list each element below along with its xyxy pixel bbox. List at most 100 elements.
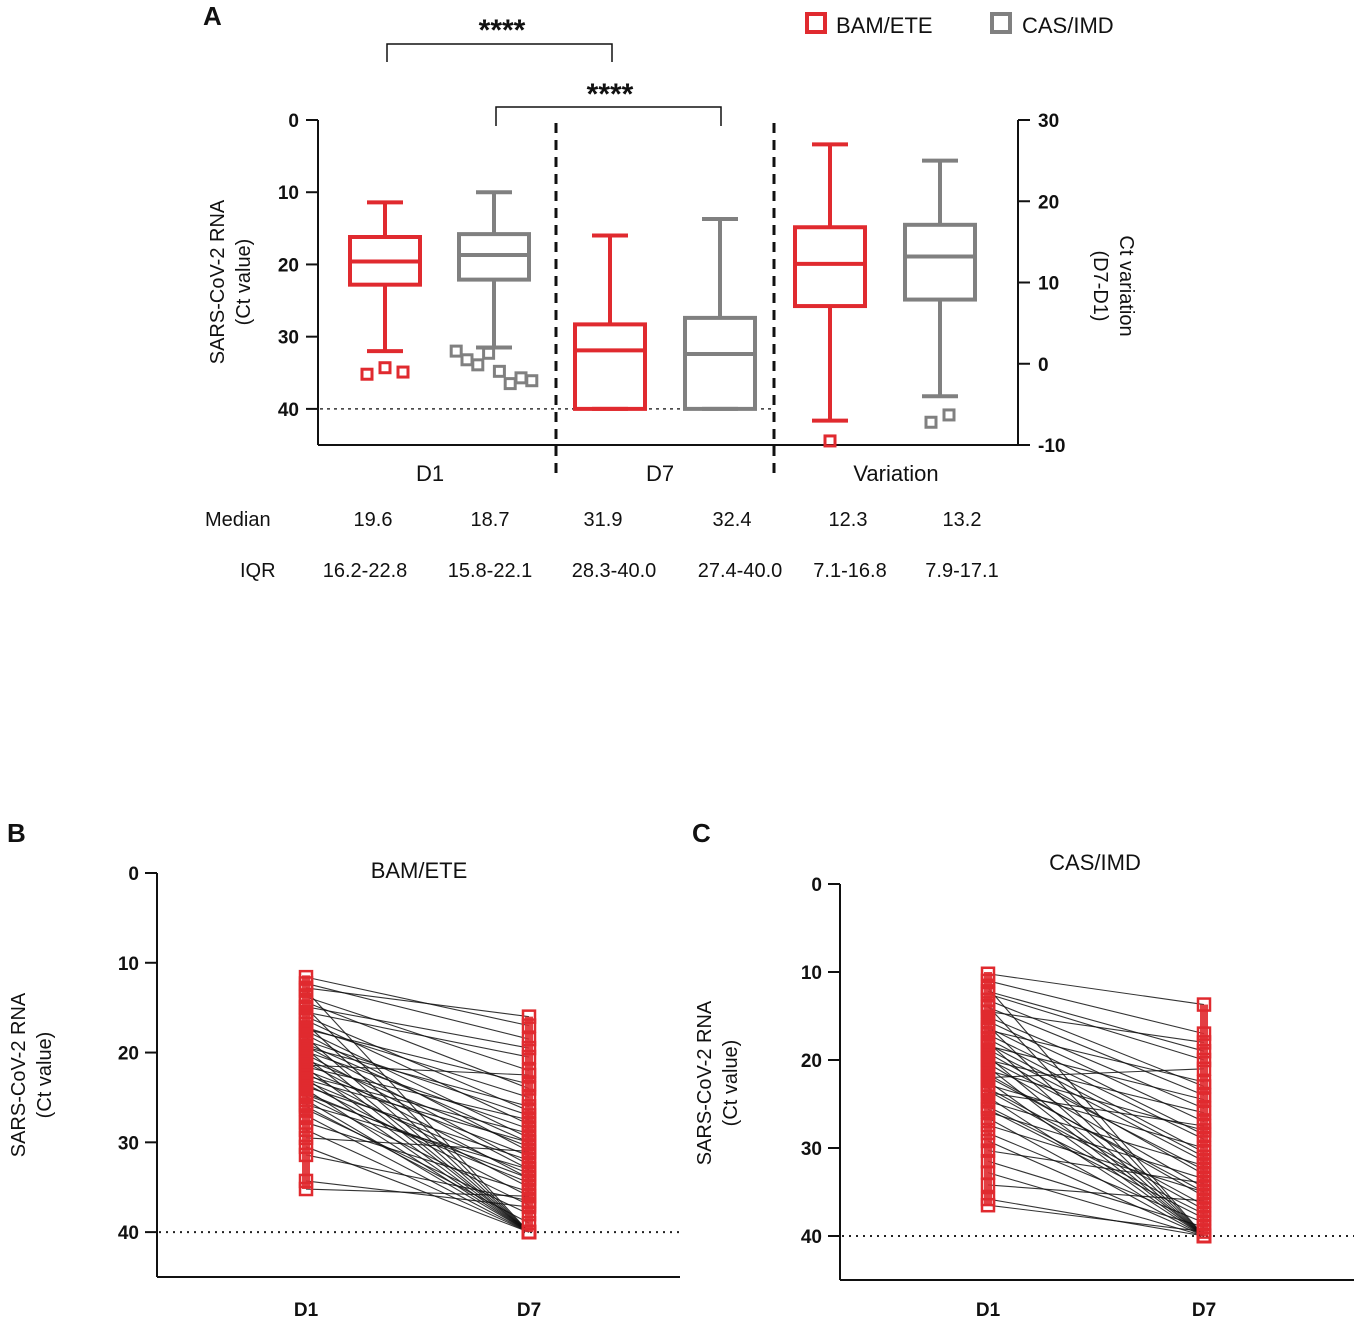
panel-c-pair-lines [987, 973, 1205, 1237]
significance-stars-2: **** [587, 78, 634, 111]
panel-b-title: BAM/ETE [371, 858, 468, 883]
d1-point [980, 984, 996, 999]
d1-point [980, 1069, 996, 1084]
group-label-variation: Variation [853, 461, 938, 486]
median-value: 19.6 [354, 509, 393, 531]
d7-point [521, 1090, 537, 1105]
left-axis-ticks: 0 10 20 30 40 [278, 111, 318, 421]
pair-line [987, 1172, 1205, 1237]
d1-point [298, 1072, 314, 1087]
y-tick-label: 30 [801, 1139, 822, 1160]
legend-swatch-bam [805, 12, 827, 34]
y-tick-label: 10 [118, 954, 139, 975]
outlier-point [942, 408, 956, 422]
d7-point [1196, 1052, 1212, 1068]
group-label-d1: D1 [416, 461, 444, 486]
y-tick-label: 10 [801, 963, 822, 984]
pair-line [987, 980, 1205, 1035]
d7-point [1196, 1061, 1212, 1077]
d7-point [1196, 1184, 1212, 1200]
d1-point [980, 1177, 996, 1193]
d1-point [298, 1147, 314, 1163]
box-plot [903, 158, 977, 429]
d1-point [298, 1021, 314, 1037]
pair-line [305, 1016, 530, 1112]
d1-point [980, 1125, 996, 1141]
panel-c-title: CAS/IMD [1049, 850, 1141, 875]
pair-line [305, 1019, 530, 1125]
y-tick-label: 40 [118, 1223, 139, 1244]
pair-line [305, 1146, 530, 1233]
d7-point [1196, 1127, 1212, 1143]
pair-line [305, 1030, 530, 1139]
d1-point [980, 999, 996, 1015]
panel-c: C CAS/IMD 0 10 20 30 40 SARS-CoV-2 RNA (Ct v… [692, 818, 1354, 1321]
pair-line [987, 1068, 1205, 1079]
median-value: 12.3 [829, 509, 868, 531]
d7-point [521, 1224, 537, 1240]
pair-line [305, 1086, 530, 1161]
panel-b-pair-lines [305, 976, 530, 1233]
pair-line [305, 1036, 530, 1233]
d7-point [521, 1112, 537, 1128]
iqr-value: 15.8-22.1 [448, 560, 533, 582]
pair-line [987, 1025, 1205, 1237]
iqr-value: 27.4-40.0 [698, 560, 783, 582]
pair-line [305, 1099, 530, 1233]
d7-point [521, 1170, 537, 1186]
pair-line [305, 1092, 530, 1184]
panel-a: A BAM/ETE CAS/IMD **** **** 0 10 20 30 40 30… [203, 1, 1137, 582]
d1-point [980, 1133, 996, 1149]
pair-line [305, 1051, 530, 1130]
median-value: 13.2 [943, 509, 982, 531]
pair-line [987, 1076, 1205, 1193]
box-plot [449, 190, 539, 391]
pair-line [987, 1100, 1205, 1167]
significance-stars-1: **** [479, 14, 526, 47]
pair-line [987, 1124, 1205, 1193]
pair-line [305, 1180, 530, 1208]
iqr-box [573, 322, 647, 411]
d7-point [521, 1076, 537, 1092]
outlier-point [503, 377, 517, 391]
d1-point [980, 1197, 996, 1213]
d7-point [521, 1153, 537, 1168]
pair-line [305, 1067, 530, 1233]
box-plot [573, 233, 647, 411]
left-y-label-line1: SARS-CoV-2 RNA [207, 199, 229, 364]
pair-line [305, 1105, 530, 1224]
d1-point [298, 1139, 314, 1155]
d1-point [298, 1039, 314, 1055]
panel-b: B BAM/ETE 0 10 20 30 40 SARS-CoV-2 RNA (Ct v… [7, 818, 680, 1321]
pair-line [987, 987, 1205, 1237]
outlier-point [396, 365, 410, 379]
right-y-label-line2: (D7-D1) [1089, 250, 1111, 321]
outlier-point [378, 361, 392, 375]
d7-point [521, 1135, 537, 1150]
pair-line [305, 1129, 530, 1233]
pair-line [987, 1006, 1205, 1096]
pair-line [987, 1029, 1205, 1083]
d7-point [521, 1049, 537, 1065]
d7-point [521, 1126, 537, 1141]
pair-line [987, 1020, 1205, 1123]
pair-line [987, 1043, 1205, 1158]
y-tick-label: 0 [811, 875, 822, 896]
y-tick-label: 30 [118, 1133, 139, 1154]
pair-line [987, 1111, 1205, 1180]
panel-c-x-tick-d7: D7 [1192, 1300, 1216, 1321]
y-tick-label: 20 [118, 1044, 139, 1065]
iqr-value: 7.9-17.1 [925, 560, 998, 582]
left-tick-label: 40 [278, 400, 299, 421]
outlier-point [360, 367, 374, 381]
legend-label-cas: CAS/IMD [1022, 13, 1114, 38]
d7-marker-band [525, 1016, 533, 1233]
pair-line [987, 1198, 1205, 1237]
pair-line [305, 1096, 530, 1206]
d7-point [1196, 1035, 1212, 1050]
outlier-point [482, 346, 496, 360]
panel-label-b: B [7, 818, 26, 848]
pair-line [305, 1026, 530, 1098]
significance-bracket-d1-d7-bam [386, 43, 613, 62]
d7-point [1196, 1043, 1212, 1059]
